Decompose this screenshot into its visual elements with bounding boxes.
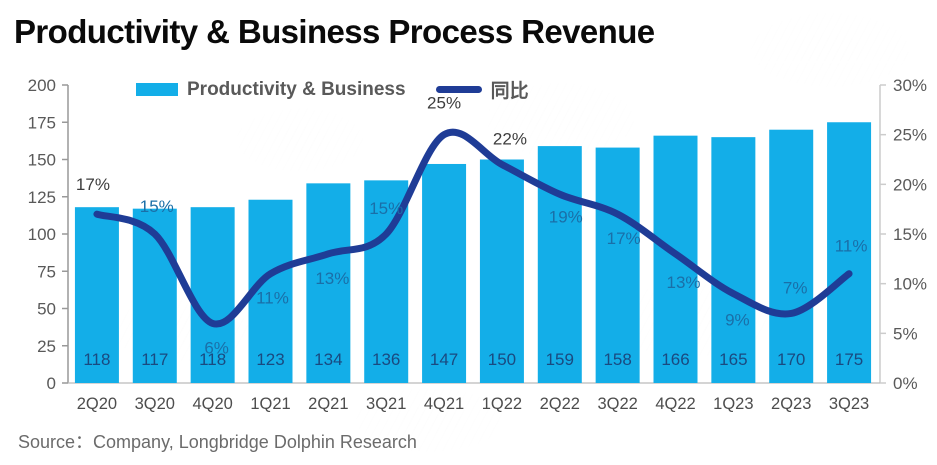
line-series[interactable] bbox=[93, 128, 853, 328]
x-tick-label: 3Q21 bbox=[366, 395, 406, 413]
svg-text:10%: 10% bbox=[893, 275, 927, 294]
bar-value-labels: 118 117 118 123 134 136 147 150 159 158 166 165 170 1… bbox=[83, 350, 863, 369]
line-value-label: 11% bbox=[256, 289, 289, 308]
bar-value-label: 117 bbox=[141, 350, 168, 369]
x-tick-label: 2Q22 bbox=[540, 395, 580, 413]
svg-text:20%: 20% bbox=[893, 175, 927, 194]
title-divider bbox=[0, 61, 937, 63]
line-value-label: 19% bbox=[549, 207, 583, 226]
source-note: Source：Company, Longbridge Dolphin Resea… bbox=[18, 432, 417, 452]
bar[interactable] bbox=[306, 183, 351, 383]
bar-value-label: 118 bbox=[83, 350, 110, 369]
bar-value-label: 166 bbox=[661, 350, 689, 369]
svg-text:0: 0 bbox=[47, 374, 56, 393]
bar[interactable] bbox=[595, 147, 640, 383]
line-value-label: 22% bbox=[493, 129, 527, 148]
bar-series bbox=[74, 122, 872, 384]
line-value-label: 13% bbox=[666, 273, 700, 292]
x-tick-label: 2Q20 bbox=[77, 395, 117, 413]
svg-text:125: 125 bbox=[28, 188, 56, 207]
svg-text:150: 150 bbox=[28, 151, 56, 170]
x-tick-label: 1Q21 bbox=[250, 395, 290, 413]
bar-value-label: 170 bbox=[777, 350, 805, 369]
bar-value-label: 159 bbox=[546, 350, 574, 369]
bar-value-label: 136 bbox=[372, 350, 400, 369]
legend-item-bar[interactable]: Productivity & Business bbox=[136, 79, 406, 101]
bar-value-label: 150 bbox=[488, 350, 516, 369]
x-tick-label: 3Q22 bbox=[597, 395, 637, 413]
line-value-label: 7% bbox=[783, 278, 808, 297]
x-axis-labels: 2Q20 3Q20 4Q20 1Q21 2Q21 3Q21 4Q21 1Q22 2Q22 3Q22… bbox=[77, 395, 870, 413]
svg-text:0%: 0% bbox=[893, 374, 918, 393]
line-value-label: 13% bbox=[315, 269, 349, 288]
bar-value-label: 175 bbox=[835, 350, 863, 369]
svg-text:75: 75 bbox=[37, 262, 56, 281]
legend-item-line[interactable]: 同比 bbox=[435, 76, 529, 103]
svg-text:200: 200 bbox=[28, 76, 56, 95]
svg-text:25: 25 bbox=[37, 337, 56, 356]
line-value-label: 15% bbox=[140, 197, 174, 216]
line-value-label: 11% bbox=[835, 237, 868, 256]
x-tick-label: 4Q21 bbox=[424, 395, 464, 413]
bar[interactable] bbox=[190, 207, 235, 383]
x-tick-label: 4Q20 bbox=[192, 395, 232, 413]
line-value-labels: 17% 15% 6% 11% 13% 15% 25% 22% 19% 17% 13% 9% 7% 11% bbox=[76, 94, 868, 358]
bar-value-label: 134 bbox=[314, 350, 342, 369]
x-tick-label: 3Q23 bbox=[829, 395, 869, 413]
bar[interactable] bbox=[537, 146, 582, 383]
bar[interactable] bbox=[74, 207, 119, 383]
line-value-label: 9% bbox=[725, 311, 750, 330]
bar-value-label: 147 bbox=[430, 350, 458, 369]
line-value-label: 15% bbox=[369, 199, 403, 218]
line-value-label: 6% bbox=[204, 338, 229, 357]
page-title: Productivity & Business Process Revenue bbox=[14, 13, 655, 50]
svg-text:50: 50 bbox=[37, 300, 56, 319]
bar[interactable] bbox=[653, 135, 698, 383]
bar[interactable] bbox=[479, 159, 524, 384]
x-tick-label: 4Q22 bbox=[655, 395, 695, 413]
svg-text:100: 100 bbox=[28, 225, 56, 244]
x-tick-label: 2Q23 bbox=[771, 395, 811, 413]
svg-text:5%: 5% bbox=[893, 324, 918, 343]
x-tick-label: 1Q22 bbox=[482, 395, 522, 413]
line-value-label: 25% bbox=[427, 94, 461, 113]
svg-text:25%: 25% bbox=[893, 126, 927, 145]
x-tick-label: 3Q20 bbox=[135, 395, 175, 413]
svg-text:175: 175 bbox=[28, 113, 56, 132]
x-tick-label: 1Q23 bbox=[713, 395, 753, 413]
bar[interactable] bbox=[827, 122, 872, 383]
legend-bar-label: Productivity & Business bbox=[187, 78, 406, 100]
bar-value-label: 123 bbox=[256, 350, 284, 369]
bar-value-label: 165 bbox=[719, 350, 747, 369]
bar[interactable] bbox=[711, 137, 756, 383]
bar-value-label: 158 bbox=[603, 350, 631, 369]
svg-text:30%: 30% bbox=[893, 76, 927, 95]
bar[interactable] bbox=[422, 163, 467, 383]
line-value-label: 17% bbox=[607, 229, 641, 248]
x-tick-label: 2Q21 bbox=[308, 395, 348, 413]
bar[interactable] bbox=[769, 129, 814, 383]
line-value-label: 17% bbox=[76, 175, 110, 194]
legend-line-swatch-icon bbox=[435, 86, 482, 93]
legend-bar-swatch-icon bbox=[136, 83, 178, 96]
chart-legend: Productivity & Business 同比 bbox=[136, 76, 529, 103]
bar-value-label: 118 bbox=[199, 350, 226, 369]
legend-line-label: 同比 bbox=[490, 81, 529, 102]
svg-text:15%: 15% bbox=[893, 225, 927, 244]
